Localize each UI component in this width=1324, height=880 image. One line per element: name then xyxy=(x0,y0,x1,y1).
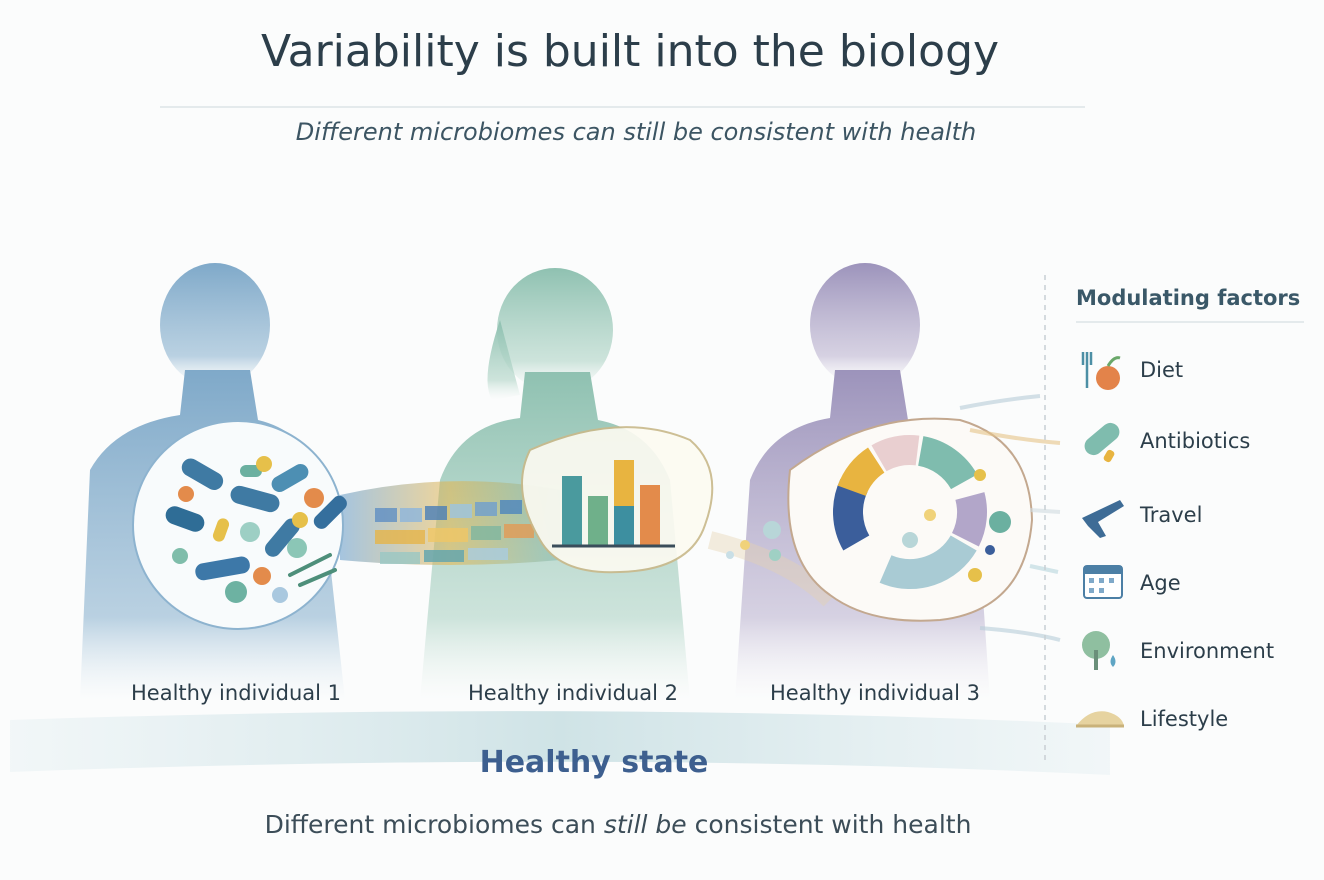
factor-arrows xyxy=(959,394,1061,642)
healthy-band xyxy=(10,711,1110,775)
icon-environment xyxy=(1082,631,1116,670)
microbiome-2 xyxy=(521,426,714,574)
factor-label: Lifestyle xyxy=(1140,707,1228,731)
individual-label: Healthy individual 2 xyxy=(468,681,678,705)
icon-antibiotics xyxy=(1084,422,1120,463)
factor-label: Environment xyxy=(1140,639,1274,663)
factor-label: Diet xyxy=(1140,358,1183,382)
factor-label: Age xyxy=(1140,571,1181,595)
icon-age xyxy=(1083,565,1123,599)
microbiome-1 xyxy=(132,420,347,630)
title: Variability is built into the biology xyxy=(261,26,999,77)
footer-part: still be xyxy=(604,810,687,839)
icon-travel xyxy=(1082,500,1124,538)
icon-diet xyxy=(1081,352,1121,390)
icon-lifestyle xyxy=(1076,711,1124,728)
microbiome-3 xyxy=(787,417,1034,622)
factor-label: Travel xyxy=(1139,503,1202,527)
heatmap xyxy=(375,500,534,564)
individual-label: Healthy individual 1 xyxy=(131,681,341,705)
subtitle: Different microbiomes can still be consi… xyxy=(296,118,976,146)
individual-label: Healthy individual 3 xyxy=(770,681,980,705)
band-label: Healthy state xyxy=(480,745,709,780)
dot-stream xyxy=(707,531,837,607)
factors-title: Modulating factors xyxy=(1076,286,1300,310)
footer-part: consistent with health xyxy=(687,810,972,839)
footer: Different microbiomes can still be consi… xyxy=(265,810,972,839)
factor-label: Antibiotics xyxy=(1140,429,1250,453)
footer-part: Different microbiomes can xyxy=(265,810,604,839)
